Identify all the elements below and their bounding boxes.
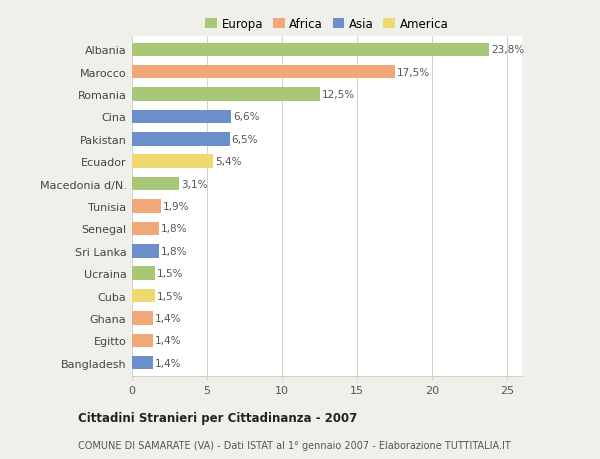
Text: 1,8%: 1,8% (161, 224, 188, 234)
Text: 17,5%: 17,5% (397, 67, 430, 78)
Bar (132, 133, 229, 146)
Text: 3,1%: 3,1% (181, 179, 207, 189)
Text: 1,4%: 1,4% (155, 313, 182, 323)
Text: 1,4%: 1,4% (155, 336, 182, 346)
Bar (132, 155, 213, 168)
Bar (132, 44, 489, 57)
Text: 23,8%: 23,8% (491, 45, 524, 55)
Bar (132, 178, 179, 191)
Text: 1,4%: 1,4% (155, 358, 182, 368)
Bar (132, 312, 153, 325)
Text: 1,5%: 1,5% (157, 269, 183, 279)
Text: 1,9%: 1,9% (163, 202, 189, 212)
Bar (132, 222, 159, 235)
Text: 1,8%: 1,8% (161, 246, 188, 256)
Bar (132, 356, 153, 369)
Legend: Europa, Africa, Asia, America: Europa, Africa, Asia, America (203, 16, 451, 33)
Text: 5,4%: 5,4% (215, 157, 242, 167)
Bar (132, 245, 159, 258)
Bar (132, 334, 153, 347)
Bar (132, 66, 395, 79)
Bar (132, 88, 320, 101)
Text: 1,5%: 1,5% (157, 291, 183, 301)
Bar (132, 267, 155, 280)
Text: Cittadini Stranieri per Cittadinanza - 2007: Cittadini Stranieri per Cittadinanza - 2… (78, 412, 357, 425)
Bar (132, 200, 161, 213)
Text: 6,6%: 6,6% (233, 112, 260, 122)
Text: 12,5%: 12,5% (322, 90, 355, 100)
Text: COMUNE DI SAMARATE (VA) - Dati ISTAT al 1° gennaio 2007 - Elaborazione TUTTITALI: COMUNE DI SAMARATE (VA) - Dati ISTAT al … (78, 440, 511, 450)
Bar (132, 111, 231, 124)
Bar (132, 289, 155, 302)
Text: 6,5%: 6,5% (232, 134, 258, 145)
